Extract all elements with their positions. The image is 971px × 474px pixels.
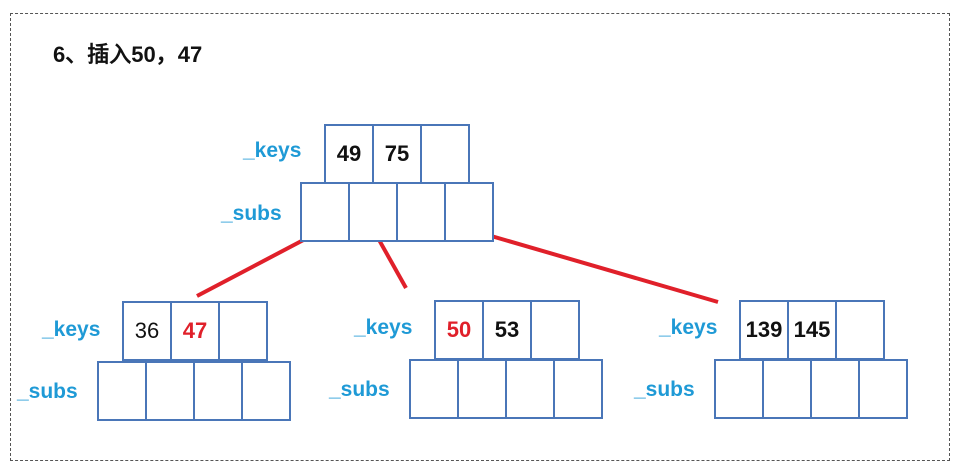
- right-sub-cell: [858, 359, 908, 419]
- left-key-cell: 36: [122, 301, 172, 361]
- right-key-cell: 139: [739, 300, 789, 360]
- right-sub-cell: [714, 359, 764, 419]
- middle-sub-cell: [553, 359, 603, 419]
- right-keys-row: 139 145: [739, 300, 885, 360]
- root-keys-row: 49 75: [324, 124, 470, 184]
- middle-keys-row: 50 53: [434, 300, 580, 360]
- left-subs-row: [97, 361, 291, 421]
- middle-key-cell: 53: [482, 300, 532, 360]
- left-sub-cell: [241, 361, 291, 421]
- root-keys-label: _keys: [243, 139, 301, 163]
- middle-keys-label: _keys: [354, 316, 412, 340]
- left-keys-label: _keys: [42, 318, 100, 342]
- root-sub-cell: [396, 182, 446, 242]
- root-key-cell: [420, 124, 470, 184]
- left-key-cell: 47: [170, 301, 220, 361]
- right-key-cell: 145: [787, 300, 837, 360]
- middle-subs-label: _subs: [329, 378, 390, 402]
- left-subs-label: _subs: [17, 380, 78, 404]
- root-sub-cell: [348, 182, 398, 242]
- right-key-cell: [835, 300, 885, 360]
- root-subs-row: [300, 182, 494, 242]
- middle-subs-row: [409, 359, 603, 419]
- middle-sub-cell: [457, 359, 507, 419]
- left-key-cell: [218, 301, 268, 361]
- right-subs-row: [714, 359, 908, 419]
- left-sub-cell: [97, 361, 147, 421]
- right-sub-cell: [762, 359, 812, 419]
- root-subs-label: _subs: [221, 202, 282, 226]
- root-sub-cell: [300, 182, 350, 242]
- right-keys-label: _keys: [659, 316, 717, 340]
- right-sub-cell: [810, 359, 860, 419]
- left-sub-cell: [193, 361, 243, 421]
- left-sub-cell: [145, 361, 195, 421]
- root-key-cell: 75: [372, 124, 422, 184]
- left-keys-row: 36 47: [122, 301, 268, 361]
- right-subs-label: _subs: [634, 378, 695, 402]
- root-sub-cell: [444, 182, 494, 242]
- middle-key-cell: 50: [434, 300, 484, 360]
- root-key-cell: 49: [324, 124, 374, 184]
- middle-key-cell: [530, 300, 580, 360]
- middle-sub-cell: [505, 359, 555, 419]
- middle-sub-cell: [409, 359, 459, 419]
